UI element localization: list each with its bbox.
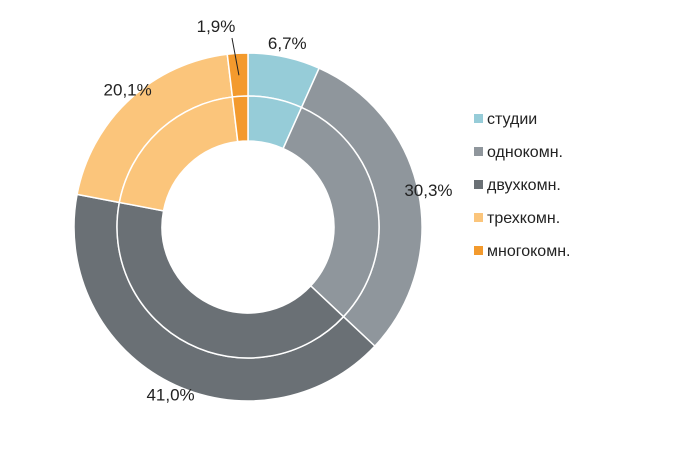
legend-label-трехкомн: трехкомн.: [487, 210, 560, 227]
legend-swatch-двухкомн: [474, 180, 483, 189]
data-label-многокомн: 1,9%: [197, 17, 236, 36]
inner-ring: [116, 95, 380, 359]
inner-slice-двухкомн: [116, 201, 345, 359]
data-labels: 6,7% 30,3% 41,0% 20,1% 1,9%: [104, 17, 453, 405]
data-label-студии: 6,7%: [268, 34, 307, 53]
data-label-трехкомн: 20,1%: [104, 81, 152, 100]
legend-swatch-трехкомн: [474, 213, 483, 222]
leader-line-многокомн: [231, 37, 240, 76]
legend: студии однокомн. двухкомн. трехкомн. многоко…: [474, 111, 570, 260]
legend-swatch-студии: [474, 114, 483, 123]
legend-swatch-однокомн: [474, 147, 483, 156]
outer-ring: [73, 52, 423, 402]
legend-label-многокомн: многокомн.: [487, 243, 570, 260]
inner-slice-многокомн: [231, 95, 249, 143]
inner-slice-однокомн: [282, 106, 380, 318]
data-label-однокомн: 30,3%: [404, 181, 452, 200]
legend-label-однокомн: однокомн.: [487, 144, 563, 161]
legend-label-двухкомн: двухкомн.: [487, 177, 561, 194]
legend-swatch-многокомн: [474, 246, 483, 255]
data-label-двухкомн: 41,0%: [146, 386, 194, 405]
legend-label-студии: студии: [487, 111, 537, 128]
